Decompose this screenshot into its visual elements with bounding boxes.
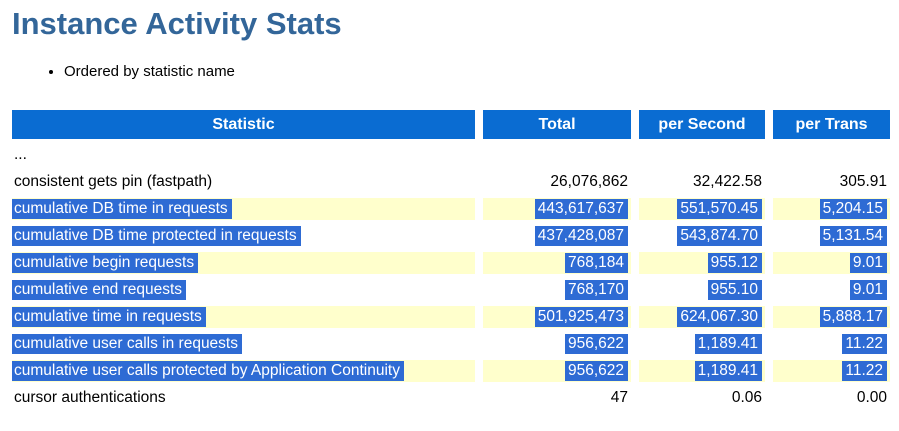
cell-statistic: cumulative begin requests <box>12 252 475 274</box>
selected-text: cumulative user calls protected by Appli… <box>12 361 404 381</box>
selected-text: 11.22 <box>842 334 887 354</box>
cell-statistic: cumulative user calls protected by Appli… <box>12 360 475 382</box>
selected-text: cumulative user calls in requests <box>12 334 242 354</box>
selected-text: 5,204.15 <box>819 199 887 219</box>
selected-text: 437,428,087 <box>534 226 628 246</box>
cell-text: 26,076,862 <box>550 173 628 190</box>
cell-total: 47 <box>483 387 631 409</box>
header-row: Statistic Total per Second per Trans <box>12 110 890 139</box>
table-row: cumulative user calls protected by Appli… <box>12 360 890 382</box>
cell-total <box>483 144 631 166</box>
cell-per-second: 32,422.58 <box>639 171 765 193</box>
cell-per-second: 1,189.41 <box>639 333 765 355</box>
cell-per-trans <box>773 144 890 166</box>
table-row: cumulative DB time protected in requests… <box>12 225 890 247</box>
stats-table-body: ... consistent gets pin (fastpath) 26,076,… <box>12 144 890 409</box>
cell-text: 0.06 <box>731 389 762 406</box>
cell-total: 956,622 <box>483 360 631 382</box>
cell-total: 437,428,087 <box>483 225 631 247</box>
selected-text: 501,925,473 <box>534 307 628 327</box>
selected-text: cumulative time in requests <box>12 307 206 327</box>
cell-text: 47 <box>610 389 628 406</box>
selected-text: 9.01 <box>849 253 887 273</box>
cell-per-trans: 0.00 <box>773 387 890 409</box>
table-row: ... <box>12 144 890 166</box>
table-row: consistent gets pin (fastpath) 26,076,862… <box>12 171 890 193</box>
selected-text: cumulative DB time in requests <box>12 199 232 219</box>
cell-text: ... <box>14 146 27 163</box>
cell-per-trans: 9.01 <box>773 252 890 274</box>
cell-statistic: cumulative user calls in requests <box>12 333 475 355</box>
ordered-by-note: Ordered by statistic name <box>64 62 899 81</box>
table-row: cumulative time in requests 501,925,473 62… <box>12 306 890 328</box>
cell-per-trans: 5,888.17 <box>773 306 890 328</box>
selected-text: 5,131.54 <box>819 226 887 246</box>
cell-statistic: cumulative DB time protected in requests <box>12 225 475 247</box>
selected-text: 11.22 <box>842 361 887 381</box>
selected-text: cumulative DB time protected in requests <box>12 226 301 246</box>
table-row: cursor authentications 47 0.06 0.00 <box>12 387 890 409</box>
cell-statistic: consistent gets pin (fastpath) <box>12 171 475 193</box>
column-header-statistic: Statistic <box>12 110 475 139</box>
selected-text: cumulative begin requests <box>12 253 199 273</box>
cell-per-second: 551,570.45 <box>639 198 765 220</box>
cell-per-second: 0.06 <box>639 387 765 409</box>
cell-statistic: cumulative end requests <box>12 279 475 301</box>
selected-text: 956,622 <box>564 361 628 381</box>
selected-text: 624,067.30 <box>677 307 762 327</box>
selected-text: 955.12 <box>707 253 762 273</box>
selected-text: 443,617,637 <box>534 199 628 219</box>
cell-per-trans: 5,131.54 <box>773 225 890 247</box>
cell-per-trans: 11.22 <box>773 360 890 382</box>
cell-statistic: cumulative time in requests <box>12 306 475 328</box>
cell-text: 32,422.58 <box>693 173 762 190</box>
cell-total: 443,617,637 <box>483 198 631 220</box>
cell-per-second: 543,874.70 <box>639 225 765 247</box>
cell-per-trans: 9.01 <box>773 279 890 301</box>
column-header-per-second: per Second <box>639 110 765 139</box>
cell-statistic: cumulative DB time in requests <box>12 198 475 220</box>
cell-text: 305.91 <box>839 173 887 190</box>
selected-text: cumulative end requests <box>12 280 187 300</box>
cell-text: 0.00 <box>856 389 887 406</box>
selected-text: 768,184 <box>564 253 628 273</box>
cell-per-second: 955.12 <box>639 252 765 274</box>
table-row: cumulative begin requests 768,184 955.12 9.… <box>12 252 890 274</box>
page-title: Instance Activity Stats <box>12 6 342 41</box>
selected-text: 955.10 <box>707 280 762 300</box>
selected-text: 1,189.41 <box>694 334 762 354</box>
cell-statistic: cursor authentications <box>12 387 475 409</box>
selected-text: 543,874.70 <box>677 226 762 246</box>
column-header-total: Total <box>483 110 631 139</box>
table-row: cumulative user calls in requests 956,622… <box>12 333 890 355</box>
selected-text: 551,570.45 <box>677 199 762 219</box>
table-row: cumulative end requests 768,170 955.10 9.01 <box>12 279 890 301</box>
selected-text: 9.01 <box>849 280 887 300</box>
cell-total: 956,622 <box>483 333 631 355</box>
cell-total: 501,925,473 <box>483 306 631 328</box>
selected-text: 768,170 <box>564 280 628 300</box>
cell-total: 26,076,862 <box>483 171 631 193</box>
cell-statistic: ... <box>12 144 475 166</box>
cell-total: 768,170 <box>483 279 631 301</box>
table-row: cumulative DB time in requests 443,617,63… <box>12 198 890 220</box>
selected-text: 5,888.17 <box>819 307 887 327</box>
column-header-per-trans: per Trans <box>773 110 890 139</box>
selected-text: 1,189.41 <box>694 361 762 381</box>
cell-per-trans: 11.22 <box>773 333 890 355</box>
notes-list: Ordered by statistic name <box>44 62 899 81</box>
cell-text: cursor authentications <box>14 389 166 406</box>
cell-per-second: 955.10 <box>639 279 765 301</box>
selected-text: 956,622 <box>564 334 628 354</box>
cell-per-second <box>639 144 765 166</box>
cell-total: 768,184 <box>483 252 631 274</box>
cell-per-trans: 5,204.15 <box>773 198 890 220</box>
cell-per-trans: 305.91 <box>773 171 890 193</box>
cell-text: consistent gets pin (fastpath) <box>14 173 213 190</box>
stats-table: Statistic Total per Second per Trans ...… <box>4 105 898 414</box>
cell-per-second: 1,189.41 <box>639 360 765 382</box>
cell-per-second: 624,067.30 <box>639 306 765 328</box>
